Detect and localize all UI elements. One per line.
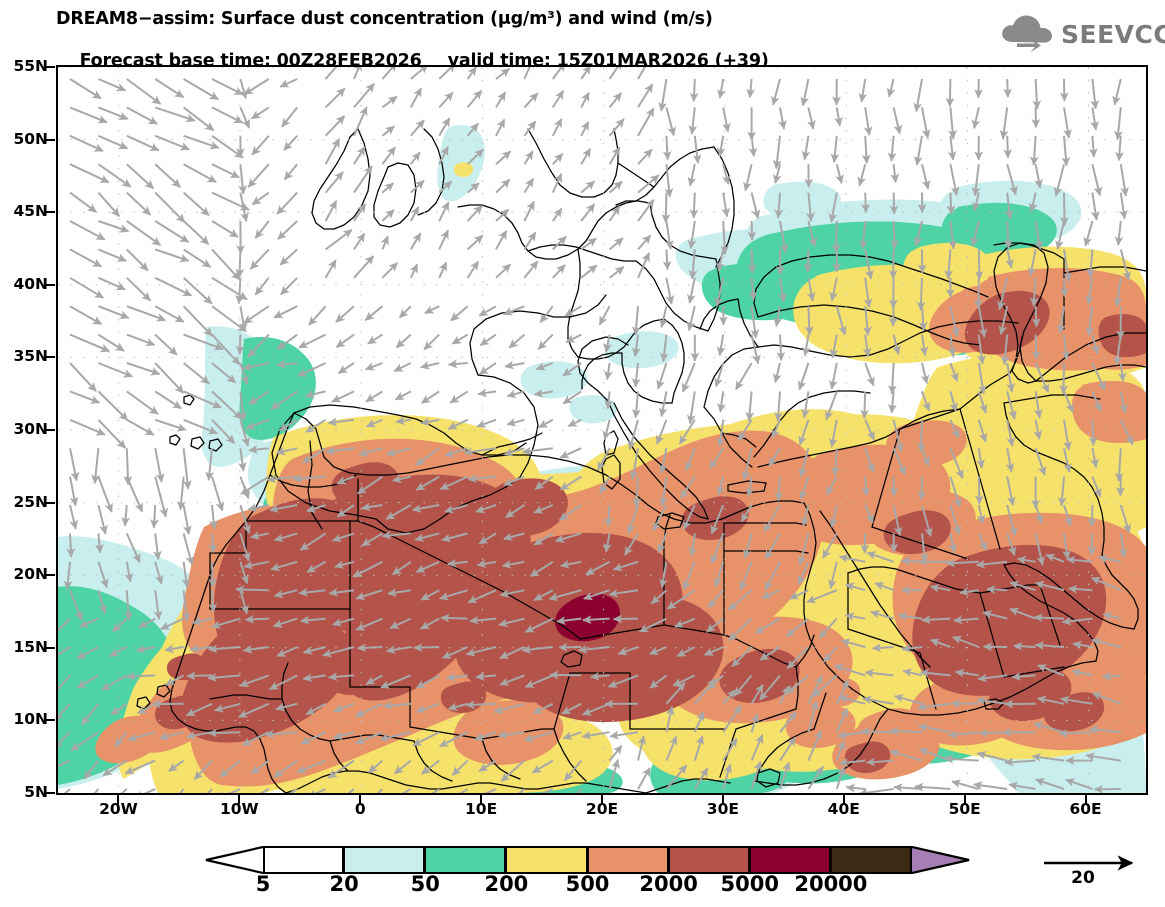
- y-axis-tick-mark: [46, 646, 55, 649]
- colorbar-segment[interactable]: [587, 846, 669, 874]
- y-axis-tick-mark: [46, 719, 55, 722]
- x-axis-tick-label: 20W: [99, 800, 138, 818]
- x-axis-tick-mark: [601, 795, 603, 804]
- x-axis-tick-label: 0: [354, 800, 366, 818]
- y-axis-tick-label: 10N: [13, 710, 48, 729]
- y-axis-tick-label: 55N: [13, 57, 48, 75]
- x-axis-tick-mark: [963, 795, 966, 804]
- wind-scale-reference: [1040, 851, 1150, 895]
- dust-concentration-map: [58, 67, 1146, 793]
- page-title: DREAM8−assim: Surface dust concentration…: [56, 9, 713, 29]
- y-axis-tick-label: 35N: [13, 347, 48, 366]
- colorbar-left-arrow: [205, 846, 263, 874]
- x-axis-tick-mark: [117, 795, 120, 804]
- y-axis-tick-mark: [46, 356, 55, 359]
- y-axis-tick-mark: [46, 66, 55, 68]
- y-axis-tick-label: 45N: [13, 202, 48, 221]
- y-axis-tick-label: 30N: [13, 420, 48, 438]
- x-axis-tick-mark: [1084, 795, 1087, 804]
- y-axis-tick-mark: [46, 138, 55, 141]
- map-plot-area: [56, 65, 1148, 795]
- logo-text: SEEVCCC: [1061, 20, 1165, 49]
- colorbar-segment[interactable]: [749, 846, 831, 874]
- cloud-arrow-icon: [1002, 15, 1052, 53]
- y-axis-tick-mark: [46, 574, 55, 577]
- x-axis-tick-label: 20E: [585, 800, 619, 818]
- colorbar-segment[interactable]: [830, 846, 912, 874]
- x-axis-tick-mark: [721, 795, 724, 804]
- wind-vector-field: [58, 67, 1134, 793]
- y-axis-tick-label: 15N: [13, 637, 48, 656]
- x-axis-tick-mark: [480, 795, 483, 804]
- colorbar-tick-label: 5: [255, 872, 271, 896]
- colorbar-segment[interactable]: [668, 846, 750, 874]
- colorbar-segment[interactable]: [263, 846, 345, 874]
- colorbar-segment[interactable]: [425, 846, 507, 874]
- colorbar-tick-label: 500: [565, 872, 610, 896]
- y-axis-tick-mark: [46, 283, 55, 286]
- x-axis-tick-label: 10E: [465, 800, 498, 818]
- y-axis-tick-label: 20N: [13, 565, 48, 584]
- x-axis-tick-mark: [842, 795, 845, 804]
- x-axis-tick-label: 10W: [219, 800, 259, 818]
- y-axis-tick-label: 40N: [13, 274, 48, 293]
- x-axis-tick-label: 30E: [706, 800, 739, 818]
- colorbar-segment[interactable]: [506, 846, 588, 874]
- x-axis-tick-mark: [359, 795, 362, 804]
- x-axis-tick-label: 50E: [948, 800, 981, 818]
- map-svg: [58, 67, 1146, 793]
- colorbar-tick-label: 2000: [639, 872, 698, 896]
- y-axis-tick-label: 25N: [13, 492, 48, 511]
- y-axis-tick-mark: [46, 211, 55, 214]
- colorbar-tick-label: 20000: [794, 872, 868, 896]
- x-axis-tick-mark: [238, 795, 241, 804]
- y-axis-tick-label: 5N: [24, 783, 48, 801]
- map-gridlines: [58, 67, 1146, 793]
- colorbar-right-arrow-outline: [911, 845, 970, 875]
- wind-scale-arrow-icon: [1044, 855, 1134, 871]
- colorbar-tick-label: 20: [329, 872, 359, 896]
- y-axis-tick-mark: [46, 429, 55, 431]
- colorbar-left-arrow-outline: [205, 845, 264, 875]
- colorbar-tick-label: 50: [410, 872, 440, 896]
- y-axis-tick-label: 50N: [13, 129, 48, 148]
- header: DREAM8−assim: Surface dust concentration…: [0, 0, 1165, 71]
- colorbar-tick-label: 5000: [720, 872, 779, 896]
- colorbar-tick-label: 200: [484, 872, 529, 896]
- dust-colorbar[interactable]: [205, 845, 970, 875]
- wind-scale-label: 20: [1071, 868, 1095, 888]
- colorbar-right-arrow: [912, 846, 970, 874]
- y-axis-tick-mark: [46, 792, 55, 794]
- y-axis-tick-mark: [46, 501, 55, 504]
- x-axis-tick-label: 40E: [827, 800, 860, 818]
- x-axis-tick-label: 60E: [1069, 800, 1102, 818]
- colorbar-segment[interactable]: [344, 846, 426, 874]
- seevccc-logo: SEEVCCC: [997, 12, 1165, 54]
